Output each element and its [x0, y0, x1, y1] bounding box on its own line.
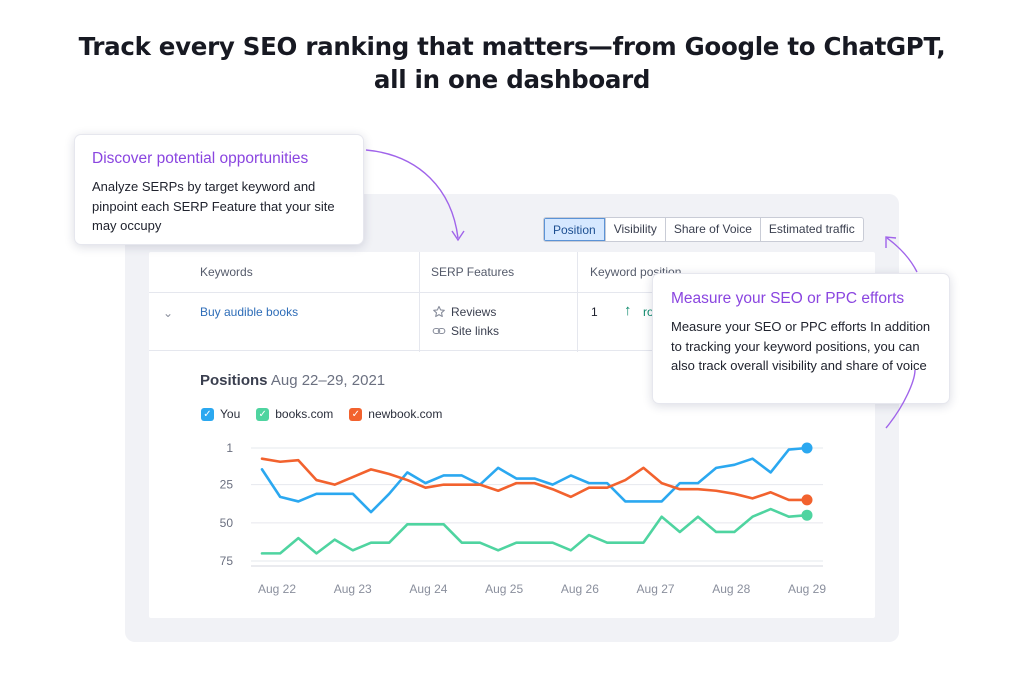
table-row	[149, 293, 875, 351]
star-icon	[433, 305, 445, 318]
column-divider	[577, 252, 578, 352]
chart-title-label: Positions	[200, 372, 268, 389]
legend-item-newbook[interactable]: ✓ newbook.com	[349, 407, 442, 421]
callout-title: Measure your SEO or PPC efforts	[671, 290, 905, 307]
chevron-down-icon[interactable]: ⌄	[163, 306, 174, 320]
callout-title: Discover potential opportunities	[92, 150, 309, 167]
x-tick-label: Aug 22	[258, 582, 296, 596]
tab-share-of-voice[interactable]: Share of Voice	[664, 218, 760, 241]
legend-label: books.com	[275, 407, 334, 421]
serp-feature-site-links: Site links	[432, 324, 499, 338]
chart-title: Positions Aug 22–29, 2021	[200, 372, 385, 389]
x-tick-label: Aug 29	[788, 582, 826, 596]
x-tick-label: Aug 24	[409, 582, 447, 596]
serp-feature-label: Site links	[451, 324, 500, 338]
x-tick-label: Aug 25	[485, 582, 523, 596]
checkbox-icon[interactable]: ✓	[256, 407, 270, 421]
page-headline: Track every SEO ranking that matters—fro…	[0, 30, 1024, 96]
x-tick-label: Aug 26	[561, 582, 599, 596]
series-line	[260, 507, 809, 555]
keyword-link[interactable]: Buy audible books	[200, 305, 299, 319]
x-tick-label: Aug 23	[334, 582, 372, 596]
header-serp-features[interactable]: SERP Features	[431, 265, 515, 279]
series-line	[260, 457, 809, 502]
tab-position[interactable]: Position	[544, 218, 605, 241]
tab-visibility[interactable]: Visibility	[604, 218, 665, 241]
arrow-up-icon: ↑	[624, 302, 632, 319]
chart-date-range: Aug 22–29, 2021	[270, 372, 386, 389]
callout-body: Measure your SEO or PPC efforts In addit…	[671, 319, 931, 373]
column-divider	[419, 252, 420, 352]
y-tick-label: 50	[220, 516, 234, 530]
y-tick-label: 75	[220, 554, 234, 568]
callout-discover: Discover potential opportunities Analyze…	[74, 134, 364, 245]
legend-label: newbook.com	[368, 407, 443, 421]
series-end-point	[801, 509, 813, 521]
series-line	[260, 446, 809, 514]
callout-body: Analyze SERPs by target keyword and pinp…	[92, 179, 335, 233]
position-value: 1	[591, 305, 598, 319]
header-keywords[interactable]: Keywords	[200, 265, 253, 279]
chart-legend: ✓ You ✓ books.com ✓ newbook.com	[201, 407, 442, 421]
series-end-point	[801, 494, 813, 506]
serp-feature-reviews: Reviews	[432, 305, 496, 319]
checkbox-icon[interactable]: ✓	[349, 407, 363, 421]
tab-estimated-traffic[interactable]: Estimated traffic	[759, 218, 863, 241]
x-tick-label: Aug 27	[637, 582, 675, 596]
headline-line-2: all in one dashboard	[373, 65, 651, 94]
legend-label: You	[220, 407, 241, 421]
x-tick-label: Aug 28	[712, 582, 750, 596]
checkbox-icon[interactable]: ✓	[201, 407, 214, 421]
headline-line-1: Track every SEO ranking that matters—fro…	[78, 32, 946, 61]
position-trend-text: ro	[643, 305, 654, 319]
series-end-point	[801, 442, 813, 454]
y-tick-label: 1	[226, 441, 233, 455]
positions-line-chart: 1 25 50 75 Aug 22 Aug 23 Aug 24 Aug 25 Aug 26 Aug…	[220, 441, 827, 596]
callout-measure: Measure your SEO or PPC efforts Measure …	[652, 273, 950, 404]
serp-feature-label: Reviews	[451, 305, 497, 319]
metric-tabs: Position Visibility Share of Voice Estim…	[543, 217, 864, 242]
legend-item-you[interactable]: ✓ You	[201, 407, 240, 421]
link-icon	[432, 327, 446, 335]
legend-item-books[interactable]: ✓ books.com	[256, 407, 333, 421]
y-tick-label: 25	[220, 478, 234, 492]
